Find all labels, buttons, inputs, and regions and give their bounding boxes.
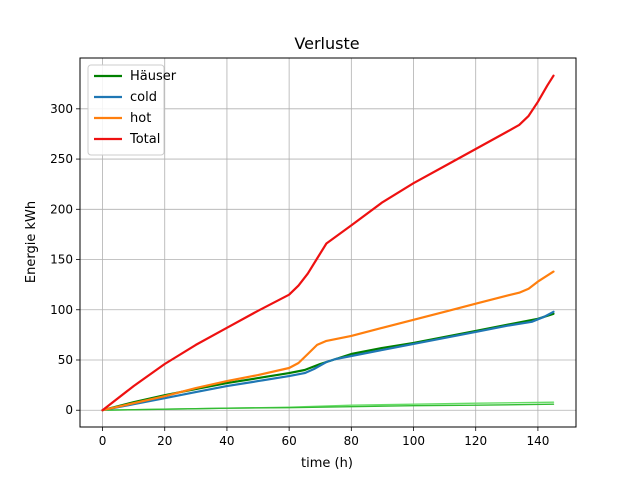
series-line-unlabeled-5 bbox=[101, 403, 555, 411]
y-tick-label: 150 bbox=[50, 253, 73, 267]
series-lines bbox=[101, 74, 555, 412]
x-tick-label: 40 bbox=[219, 434, 234, 448]
series-line-cold bbox=[101, 310, 555, 412]
y-tick-label: 50 bbox=[58, 353, 73, 367]
series-line-total bbox=[101, 74, 555, 412]
x-tick-label: 60 bbox=[281, 434, 296, 448]
legend-label: hot bbox=[130, 111, 151, 126]
x-tick-label: 100 bbox=[402, 434, 425, 448]
y-tick-label: 200 bbox=[50, 202, 73, 216]
y-axis-label: Energie kWh bbox=[24, 201, 39, 283]
y-tick-label: 250 bbox=[50, 152, 73, 166]
y-ticks: 0 50 100 150 200 250 300 bbox=[50, 102, 80, 417]
x-axis-label: time (h) bbox=[301, 456, 353, 471]
x-tick-label: 0 bbox=[99, 434, 107, 448]
axes-frame bbox=[79, 57, 577, 428]
x-tick-label: 140 bbox=[526, 434, 549, 448]
series-line-hot bbox=[101, 270, 555, 412]
grid-lines bbox=[80, 58, 576, 427]
x-tick-label: 80 bbox=[344, 434, 359, 448]
y-tick-label: 300 bbox=[50, 102, 73, 116]
legend-label: cold bbox=[130, 90, 157, 105]
chart-title: Verluste bbox=[294, 34, 359, 53]
legend-box bbox=[87, 64, 165, 156]
legend-label: Häuser bbox=[130, 69, 177, 84]
x-tick-label: 20 bbox=[157, 434, 172, 448]
y-tick-label: 0 bbox=[65, 403, 73, 417]
legend: Häuser cold hot Total bbox=[87, 64, 177, 156]
x-tick-label: 120 bbox=[464, 434, 487, 448]
y-tick-label: 100 bbox=[50, 303, 73, 317]
legend-label: Total bbox=[129, 132, 160, 147]
x-ticks: 0 20 40 60 80 100 120 140 bbox=[99, 427, 549, 448]
